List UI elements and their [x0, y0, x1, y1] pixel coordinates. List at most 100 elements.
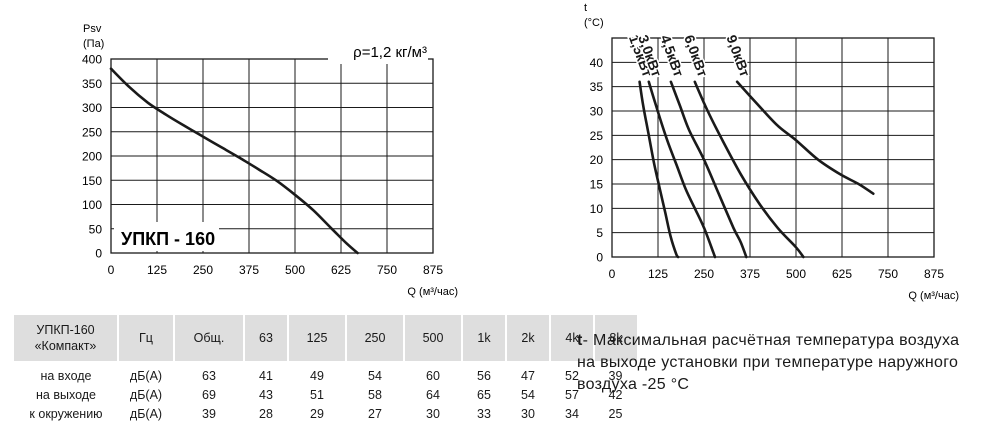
pressure-x-tick-label: 750	[377, 263, 397, 277]
pressure-x-tick-label: 875	[423, 263, 443, 277]
noise-table-cell: 30	[521, 406, 535, 421]
temp-x-label: Q (м³/час)	[908, 290, 959, 302]
temp-x-tick-label: 875	[924, 267, 944, 281]
noise-table-cell: на выходе	[36, 387, 96, 402]
noise-table-header-cell: 2k	[506, 315, 551, 361]
temp-x-tick-label: 625	[832, 267, 852, 281]
pressure-title-box	[114, 222, 219, 251]
noise-table-cell: 63	[202, 368, 216, 383]
noise-table-cell: дБ(А)	[129, 387, 163, 402]
noise-table-header-cell: УПКП-160 «Компакт»	[14, 315, 119, 361]
temp-curve-2	[647, 80, 717, 259]
temp-curve-5	[735, 80, 875, 195]
noise-table-cell: 42	[608, 387, 623, 402]
temp-x-tick-label: 750	[878, 267, 898, 281]
temp-curve-3	[669, 80, 748, 259]
temp-y-tick-label: 5	[596, 226, 603, 240]
noise-table-header-cell: Гц	[118, 315, 175, 361]
temp-y-label: t	[584, 2, 587, 14]
noise-table-cell: 41	[259, 368, 273, 383]
temp-y-tick-label: 35	[590, 80, 604, 94]
pressure-y-tick-label: 250	[82, 125, 102, 139]
noise-table-cell: 27	[368, 406, 382, 421]
pressure-y-tick-label: 350	[82, 77, 102, 91]
noise-table-cell: 25	[608, 406, 623, 421]
noise-table-header-cell: Общ.	[174, 315, 245, 361]
noise-table-cell: 34	[565, 406, 579, 421]
pressure-y-tick-label: 400	[82, 53, 102, 67]
pressure-x-tick-label: 250	[193, 263, 213, 277]
noise-table-header: УПКП-160 «Компакт» Гц Общ. 63 125 250 500 1k 2k 4k…	[14, 315, 637, 361]
pressure-curve	[109, 67, 359, 255]
noise-table-cell: 64	[426, 387, 440, 402]
noise-table-header-cell: 250	[346, 315, 405, 361]
temp-curve-label: 9,0кВт	[723, 33, 753, 79]
noise-table-cell: дБ(А)	[129, 406, 163, 421]
pressure-y-tick-label: 0	[95, 247, 102, 261]
noise-table-header-cell: 8k	[594, 315, 637, 361]
pressure-x-tick-label: 375	[239, 263, 259, 277]
pressure-y-tick-label: 50	[89, 222, 103, 236]
pressure-x-tick-label: 500	[285, 263, 305, 277]
density-annotation: ρ=1,2 кг/м³	[353, 44, 427, 61]
pressure-y-label: Psv	[83, 23, 102, 35]
note-text: - Максимальная расчётная температура воз…	[577, 332, 960, 393]
noise-table-row: на выходе дБ(А) 69 43 51 58 64 65 54 57 42	[14, 385, 637, 404]
note-symbol: t	[577, 332, 583, 349]
pressure-y-tick-label: 150	[82, 174, 102, 188]
noise-table-cell: на входе	[40, 368, 92, 383]
noise-table-cell: 47	[521, 368, 535, 383]
temp-y-tick-label: 30	[590, 105, 604, 119]
noise-table-cell: 30	[426, 406, 440, 421]
temp-x-tick-label: 375	[740, 267, 760, 281]
pressure-y-tick-label: 200	[82, 150, 102, 164]
temp-curve-1	[638, 80, 680, 259]
noise-table-cell: 60	[426, 368, 440, 383]
noise-table-cell: дБ(А)	[129, 368, 163, 383]
pressure-chart: 0 125 250 375 500 625 750 875 0 50 100 150 200 250 300…	[82, 23, 458, 298]
pressure-x-label: Q (м³/час)	[407, 286, 458, 298]
pressure-x-tick-label: 625	[331, 263, 351, 277]
noise-table-cell: 39	[202, 406, 216, 421]
temp-x-tick-label: 500	[786, 267, 806, 281]
pressure-chart-title: УПКП - 160	[121, 229, 215, 249]
noise-table-row: к окружению дБ(А) 39 28 29 27 30 33 30 34 25	[14, 404, 637, 423]
noise-table-cell: 57	[565, 387, 579, 402]
noise-table-cell: 43	[259, 387, 273, 402]
noise-table-cell: 51	[310, 387, 324, 402]
noise-table-header-cell: 500	[404, 315, 463, 361]
density-label-box	[328, 38, 428, 64]
pressure-y-tick-label: 300	[82, 101, 102, 115]
temp-x-tick-label: 0	[609, 267, 616, 281]
noise-table-cell: 54	[368, 368, 382, 383]
temp-x-tick-label: 125	[648, 267, 668, 281]
noise-table-cell: 65	[477, 387, 491, 402]
temp-y-tick-label: 20	[590, 153, 604, 167]
noise-table-header-cell: 63	[244, 315, 289, 361]
temperature-note: t- Максимальная расчётная температура во…	[577, 330, 977, 396]
noise-table-header-cell: 125	[288, 315, 347, 361]
temp-y-tick-label: 40	[590, 56, 604, 70]
temp-y-tick-label: 0	[596, 251, 603, 265]
noise-table-cell: 56	[477, 368, 491, 383]
temp-y-tick-label: 25	[590, 129, 604, 143]
pressure-y-tick-label: 100	[82, 198, 102, 212]
noise-table-header-cell: 4k	[550, 315, 595, 361]
noise-table: УПКП-160 «Компакт» Гц Общ. 63 125 250 500 1k 2k 4k…	[14, 315, 637, 423]
noise-table-cell: 69	[202, 387, 216, 402]
noise-table-cell: 33	[477, 406, 491, 421]
temp-x-tick-label: 250	[694, 267, 714, 281]
pressure-x-tick-label: 0	[108, 263, 115, 277]
noise-table-cell: 54	[521, 387, 535, 402]
noise-table-cell: 52	[565, 368, 579, 383]
pressure-x-tick-label: 125	[147, 263, 167, 277]
temperature-chart: 0 125 250 375 500 625 750 875 0 5 10 15 20 25 30 35 40 t (…	[584, 2, 959, 302]
temp-curve-4	[693, 80, 805, 259]
pressure-y-unit: (Па)	[83, 38, 104, 50]
noise-table-cell: 58	[368, 387, 382, 402]
noise-table-cell: 29	[310, 406, 324, 421]
noise-table-cell: 49	[310, 368, 324, 383]
noise-table-cell: 39	[608, 368, 623, 383]
temp-y-tick-label: 15	[590, 178, 604, 192]
noise-table-cell: к окружению	[29, 406, 103, 421]
